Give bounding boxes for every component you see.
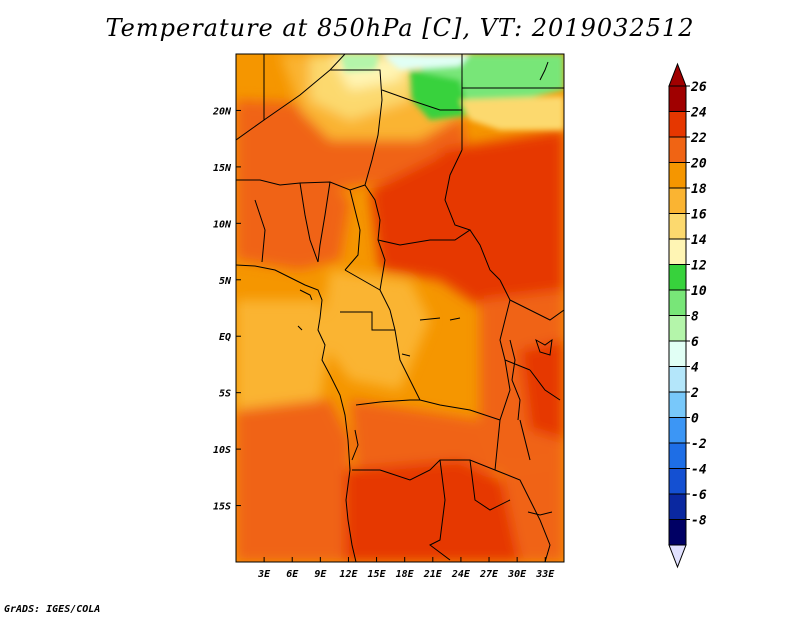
temperature-field — [236, 54, 564, 562]
colorbar-label: 6 — [691, 335, 699, 350]
colorbar-label: 4 — [691, 361, 699, 376]
lat-tick-label: 5S — [219, 389, 231, 400]
colorbar-swatch — [668, 213, 687, 240]
colorbar-label: 14 — [691, 233, 707, 248]
colorbar-label: 22 — [690, 131, 707, 146]
colorbar-label: -8 — [691, 514, 707, 529]
colorbar-swatch — [668, 417, 687, 444]
lat-tick-label: 20N — [212, 106, 232, 117]
colorbar-swatch — [668, 111, 687, 138]
lat-tick-label: 15S — [213, 502, 231, 513]
colorbar-swatch — [668, 315, 687, 342]
colorbar-top-arrow — [668, 62, 687, 87]
colorbar-swatch — [668, 162, 687, 189]
lat-tick-label: 5N — [219, 276, 232, 287]
lon-tick-label: 18E — [396, 569, 415, 580]
colorbar-label: 26 — [690, 80, 707, 95]
lat-tick-label: 10S — [213, 445, 231, 456]
colorbar-swatch — [668, 187, 687, 214]
colorbar-swatch — [668, 85, 687, 112]
credit-label: GrADS: IGES/COLA — [4, 604, 101, 615]
colorbar-swatch — [668, 264, 687, 291]
lon-tick-label: 3E — [257, 569, 271, 580]
colorbar-label: -2 — [691, 437, 707, 452]
lon-tick-label: 27E — [479, 569, 499, 580]
colorbar-swatch — [668, 391, 687, 418]
colorbar-label: 10 — [691, 284, 707, 299]
colorbar-swatch — [668, 519, 687, 546]
colorbar-label: 18 — [691, 182, 707, 197]
lon-tick-label: 15E — [368, 569, 387, 580]
latitude-axis: 20N 15N 10N 5N EQ 5S 10S 15S — [212, 106, 241, 513]
map-title: Temperature at 850hPa [C], VT: 201903251… — [105, 14, 695, 42]
lon-tick-label: 9E — [314, 569, 327, 580]
colorbar-swatch — [668, 238, 687, 265]
colorbar-swatch — [668, 340, 687, 367]
lat-tick-label: 15N — [213, 163, 232, 174]
colorbar-swatch — [668, 289, 687, 316]
lon-tick-label: 30E — [507, 569, 527, 580]
colorbar-label: 12 — [691, 259, 707, 274]
colorbar-label: 0 — [691, 412, 699, 427]
country-borders — [236, 54, 564, 562]
colorbar-label: -6 — [691, 488, 707, 503]
lon-tick-label: 24E — [451, 569, 471, 580]
longitude-axis: 3E 6E 9E 12E 15E 18E 21E 24E 27E 30E 33E — [257, 557, 555, 580]
lon-tick-label: 12E — [339, 569, 358, 580]
colorbar-label: 24 — [690, 106, 707, 121]
colorbar-bottom-arrow — [668, 544, 687, 569]
colorbar-swatch — [668, 468, 687, 495]
colorbar-swatch — [668, 136, 687, 163]
lon-tick-label: 33E — [535, 569, 555, 580]
colorbar-label: 20 — [690, 157, 707, 172]
map-frame — [235, 53, 565, 563]
colorbar-label: 2 — [690, 386, 699, 401]
lon-tick-label: 21E — [423, 569, 443, 580]
lon-tick-label: 6E — [286, 569, 299, 580]
colorbar-swatch — [668, 366, 687, 393]
colorbar-label: 8 — [691, 310, 699, 325]
lat-tick-label: EQ — [219, 332, 231, 343]
lat-tick-label: 10N — [213, 219, 232, 230]
colorbar-label: 16 — [691, 208, 707, 223]
colorbar-swatch — [668, 442, 687, 469]
colorbar-swatch — [668, 493, 687, 520]
colorbar-label: -4 — [691, 463, 707, 478]
